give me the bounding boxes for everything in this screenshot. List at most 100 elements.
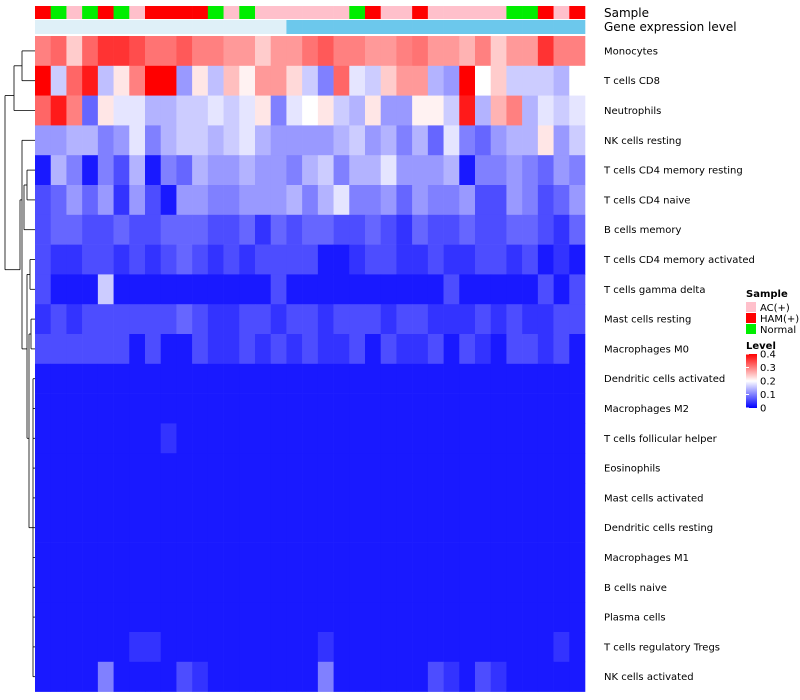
- sample-annotation-label: Sample: [604, 6, 649, 20]
- row-label: Macrophages M0: [604, 344, 689, 355]
- heatmap-cell: [223, 304, 240, 335]
- heatmap-cell: [286, 65, 303, 96]
- heatmap-cell: [506, 244, 523, 275]
- heatmap-cell: [380, 542, 397, 573]
- heatmap-cell: [113, 483, 130, 514]
- heatmap-cell: [192, 214, 209, 245]
- heatmap-cell: [380, 363, 397, 394]
- heatmap-cell: [255, 274, 272, 305]
- heatmap-cell: [113, 512, 130, 543]
- sample-cell: [475, 6, 492, 19]
- row-label: Monocytes: [604, 46, 658, 57]
- gene-expression-cell: [412, 20, 429, 34]
- sample-cell: [490, 6, 507, 19]
- heatmap-cell: [412, 423, 429, 454]
- heatmap-cell: [317, 244, 334, 275]
- sample-legend: Sample AC(+) HAM(+) Normal: [746, 289, 799, 336]
- heatmap-cell: [207, 36, 224, 67]
- heatmap-cell: [380, 334, 397, 365]
- heatmap-cell: [396, 244, 413, 275]
- heatmap-cell: [412, 363, 429, 394]
- heatmap-cell: [459, 125, 476, 156]
- heatmap-cell: [207, 661, 224, 692]
- heatmap-cell: [239, 244, 256, 275]
- heatmap-cell: [145, 363, 162, 394]
- heatmap-cell: [412, 125, 429, 156]
- heatmap-cell: [176, 95, 193, 126]
- heatmap-cell: [50, 602, 67, 633]
- heatmap-cell: [412, 393, 429, 424]
- heatmap-cell: [506, 572, 523, 603]
- heatmap-cell: [129, 632, 146, 663]
- heatmap-cell: [302, 602, 319, 633]
- heatmap-cell: [82, 632, 99, 663]
- heatmap-cell: [255, 632, 272, 663]
- heatmap-cell: [255, 95, 272, 126]
- heatmap-cell: [145, 214, 162, 245]
- heatmap-cell: [365, 453, 382, 484]
- heatmap-cell: [396, 185, 413, 216]
- heatmap-cell: [475, 95, 492, 126]
- heatmap-cell: [537, 393, 554, 424]
- heatmap-cell: [255, 542, 272, 573]
- heatmap-cell: [207, 65, 224, 96]
- level-legend-title: Level: [746, 341, 776, 352]
- heatmap-cell: [113, 36, 130, 67]
- heatmap-cell: [349, 632, 366, 663]
- heatmap-cell: [459, 185, 476, 216]
- sample-cell: [192, 6, 209, 19]
- heatmap-cell: [537, 95, 554, 126]
- level-legend: Level 0.4 0.3 0.2 0.1 0: [746, 341, 776, 415]
- heatmap-cell: [380, 214, 397, 245]
- heatmap-cell: [97, 214, 114, 245]
- heatmap-cell: [255, 36, 272, 67]
- heatmap-cell: [129, 65, 146, 96]
- heatmap-cell: [522, 512, 539, 543]
- heatmap-cell: [365, 155, 382, 186]
- heatmap-cell: [113, 274, 130, 305]
- heatmap-cell: [522, 363, 539, 394]
- heatmap-cell: [239, 483, 256, 514]
- sample-cell: [537, 6, 554, 19]
- heatmap-cell: [207, 542, 224, 573]
- heatmap-cell: [239, 36, 256, 67]
- heatmap-cell: [443, 572, 460, 603]
- heatmap-cell: [145, 95, 162, 126]
- heatmap-cell: [412, 304, 429, 335]
- heatmap-cell: [349, 572, 366, 603]
- heatmap-cell: [255, 185, 272, 216]
- heatmap-cell: [286, 572, 303, 603]
- heatmap-cell: [365, 95, 382, 126]
- heatmap-cell: [223, 453, 240, 484]
- row-label: Macrophages M2: [604, 404, 689, 415]
- heatmap-cell: [160, 393, 177, 424]
- heatmap-cell: [270, 304, 287, 335]
- sample-cell: [66, 6, 83, 19]
- heatmap-cell: [207, 572, 224, 603]
- heatmap-cell: [66, 453, 83, 484]
- heatmap-cell: [412, 512, 429, 543]
- heatmap-cell: [380, 393, 397, 424]
- heatmap-cell: [223, 125, 240, 156]
- heatmap-cell: [129, 363, 146, 394]
- heatmap-cell: [270, 512, 287, 543]
- heatmap-cell: [459, 453, 476, 484]
- heatmap-cell: [207, 155, 224, 186]
- heatmap-cell: [66, 214, 83, 245]
- heatmap-cell: [317, 393, 334, 424]
- heatmap-cell: [506, 304, 523, 335]
- heatmap-cell: [176, 304, 193, 335]
- heatmap-cell: [365, 661, 382, 692]
- heatmap-cell: [302, 661, 319, 692]
- heatmap-cell: [396, 334, 413, 365]
- heatmap-cell: [160, 304, 177, 335]
- heatmap-cell: [302, 334, 319, 365]
- heatmap-cell: [506, 632, 523, 663]
- heatmap-cell: [475, 244, 492, 275]
- heatmap-cell: [129, 661, 146, 692]
- heatmap-cell: [97, 393, 114, 424]
- heatmap-cell: [145, 65, 162, 96]
- heatmap-cell: [380, 125, 397, 156]
- heatmap-cell: [270, 274, 287, 305]
- heatmap-cell: [35, 36, 52, 67]
